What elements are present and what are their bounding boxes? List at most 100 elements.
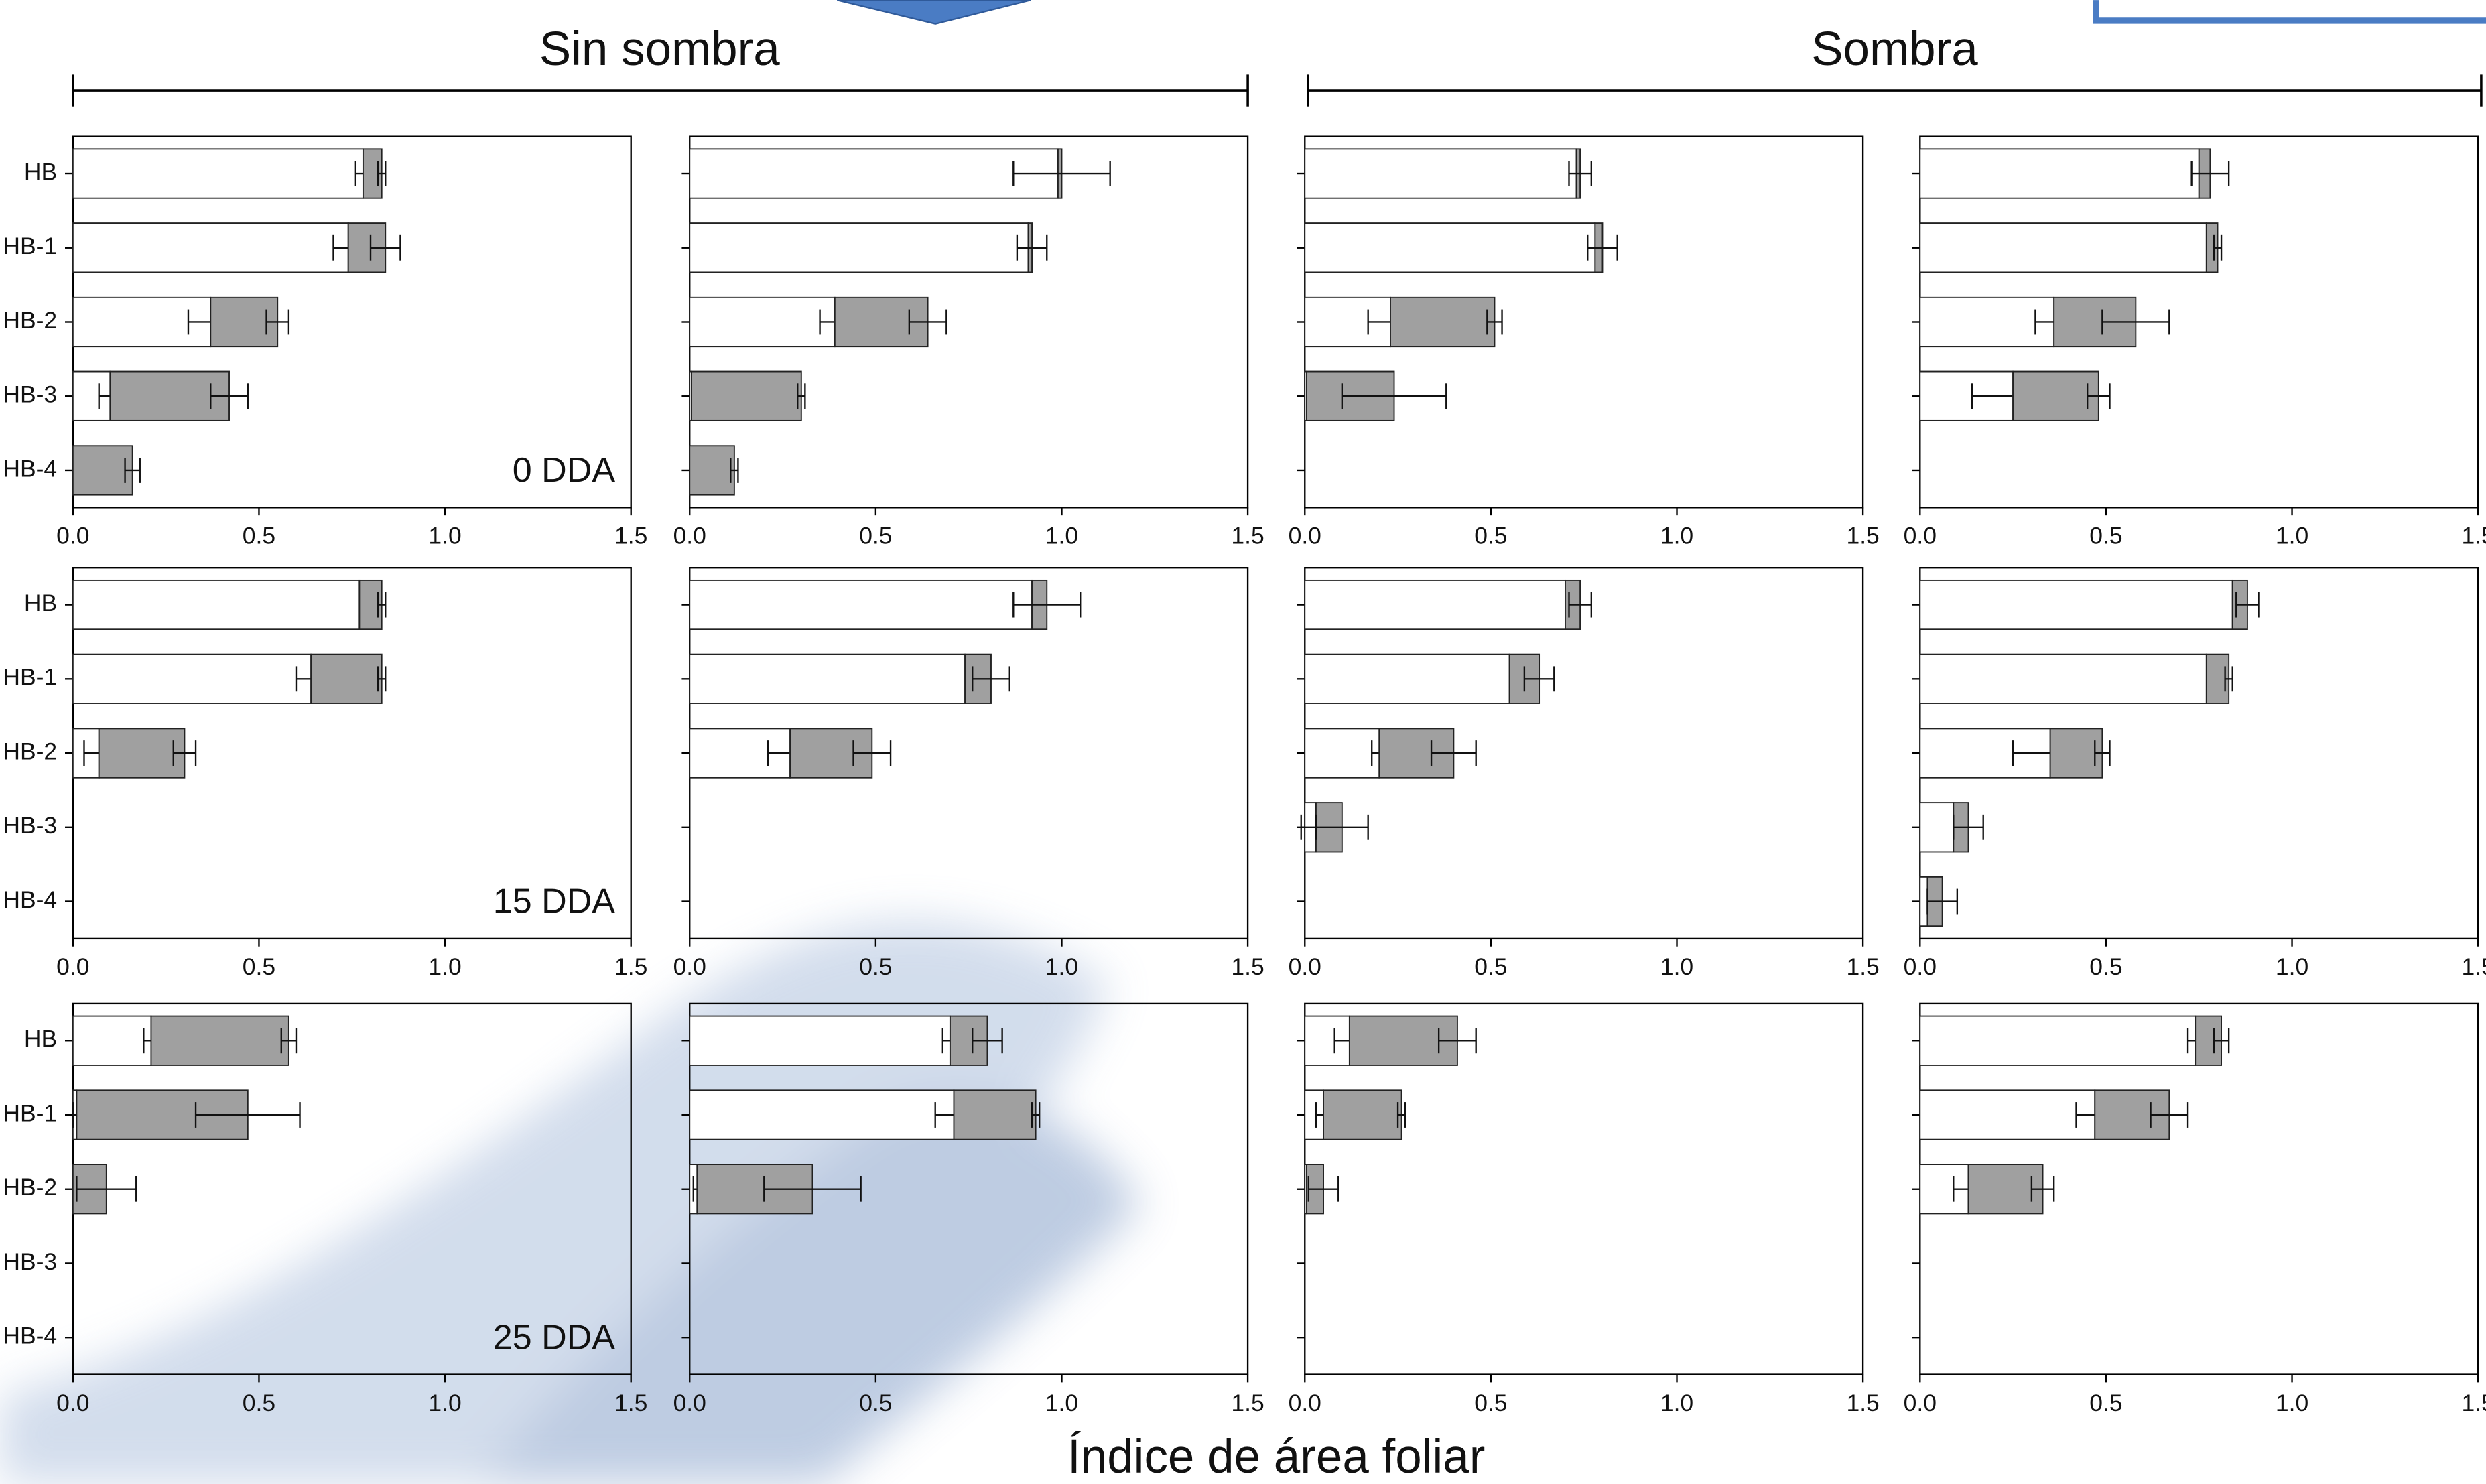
x-tick-label: 1.5: [614, 953, 647, 980]
bar-segment: [690, 580, 1032, 629]
x-tick-label: 1.0: [1660, 523, 1693, 549]
panel-annotation: 25 DDA: [493, 1318, 616, 1357]
x-tick-label: 0.0: [673, 953, 706, 980]
bar-segment: [1920, 877, 1927, 926]
x-tick-label: 1.0: [428, 523, 461, 549]
bar-segment: [1920, 223, 2207, 272]
y-tick-label: HB-2: [3, 738, 57, 764]
x-tick-label: 1.5: [1846, 953, 1879, 980]
watermark: [0, 921, 1142, 1484]
bar-segment: [1390, 297, 1494, 346]
x-tick-label: 0.5: [2089, 523, 2122, 549]
bar-segment: [99, 728, 185, 777]
x-tick-label: 0.0: [56, 1390, 89, 1416]
bar-segment: [1305, 149, 1576, 198]
x-tick-label: 1.5: [1231, 523, 1264, 549]
bar-segment: [1305, 655, 1509, 703]
x-tick-label: 0.5: [859, 523, 892, 549]
x-tick-label: 0.0: [1904, 953, 1937, 980]
bar-segment: [954, 1090, 1035, 1139]
bar-segment: [1920, 1016, 2195, 1065]
bar-segment: [1920, 1090, 2095, 1139]
bar-segment: [1920, 297, 2054, 346]
panel-annotation: 15 DDA: [493, 882, 616, 921]
y-tick-label: HB-2: [3, 307, 57, 334]
x-tick-label: 1.0: [2276, 953, 2308, 980]
x-tick-label: 0.5: [243, 523, 275, 549]
x-tick-label: 0.5: [1474, 953, 1507, 980]
x-tick-label: 1.0: [1660, 1390, 1693, 1416]
bar-segment: [690, 149, 1058, 198]
bar-segment: [1920, 149, 2199, 198]
x-tick-label: 0.0: [1289, 523, 1321, 549]
y-tick-label: HB-3: [3, 381, 57, 408]
y-tick-label: HB: [24, 1026, 57, 1053]
bar-segment: [73, 149, 363, 198]
bar-segment: [690, 297, 835, 346]
figure: Sin sombra Sombra Índice de área foliar …: [0, 0, 2486, 1484]
x-tick-label: 1.5: [2461, 953, 2486, 980]
y-tick-label: HB-3: [3, 1248, 57, 1275]
bar-segment: [690, 1016, 950, 1065]
y-tick-label: HB-4: [3, 455, 57, 482]
x-tick-label: 1.5: [614, 523, 647, 549]
bar-segment: [73, 655, 311, 703]
bar-segment: [73, 580, 360, 629]
x-tick-label: 0.0: [1904, 523, 1937, 549]
x-tick-label: 1.0: [428, 1390, 461, 1416]
x-tick-label: 0.0: [56, 523, 89, 549]
x-tick-label: 0.5: [2089, 1390, 2122, 1416]
bar-segment: [692, 372, 801, 421]
y-tick-label: HB-4: [3, 1323, 57, 1349]
x-tick-label: 1.0: [1045, 953, 1078, 980]
y-tick-label: HB: [24, 158, 57, 185]
x-axis-label: Índice de área foliar: [1067, 1430, 1485, 1483]
arrow-decoration: [837, 0, 1031, 23]
x-tick-label: 1.5: [2461, 523, 2486, 549]
x-tick-label: 0.5: [2089, 953, 2122, 980]
page: {"groups": ["Sin sombra", "Sombra"], "x_…: [0, 0, 2486, 1484]
box-decoration: [2096, 0, 2486, 21]
x-tick-label: 1.0: [1660, 953, 1693, 980]
y-tick-label: HB-3: [3, 812, 57, 839]
bar-segment: [2013, 372, 2099, 421]
x-tick-label: 0.0: [56, 953, 89, 980]
x-tick-label: 0.5: [859, 1390, 892, 1416]
x-tick-label: 0.0: [1904, 1390, 1937, 1416]
bar-segment: [690, 1090, 954, 1139]
x-tick-label: 1.0: [1045, 523, 1078, 549]
bar-segment: [1305, 223, 1595, 272]
x-tick-label: 1.5: [1846, 1390, 1879, 1416]
bar-segment: [311, 655, 381, 703]
x-tick-label: 0.5: [243, 953, 275, 980]
bar-segment: [73, 1016, 151, 1065]
x-tick-label: 0.5: [859, 953, 892, 980]
y-tick-label: HB-2: [3, 1174, 57, 1201]
bar-segment: [151, 1016, 288, 1065]
x-tick-label: 0.0: [1289, 953, 1321, 980]
y-tick-label: HB-1: [3, 1099, 57, 1126]
group-title: Sin sombra: [539, 23, 780, 76]
bar-segment: [1920, 803, 1953, 852]
bar-segment: [690, 446, 734, 494]
bar-segment: [1920, 655, 2207, 703]
x-tick-label: 0.5: [1474, 1390, 1507, 1416]
x-tick-label: 1.0: [1045, 1390, 1078, 1416]
x-tick-label: 0.0: [673, 523, 706, 549]
panel-annotation: 0 DDA: [513, 451, 616, 490]
x-tick-label: 0.0: [1289, 1390, 1321, 1416]
x-tick-label: 1.0: [2276, 1390, 2308, 1416]
bar-segment: [73, 223, 348, 272]
x-tick-label: 1.0: [2276, 523, 2308, 549]
x-tick-label: 1.5: [2461, 1390, 2486, 1416]
x-tick-label: 1.5: [1846, 523, 1879, 549]
y-tick-label: HB: [24, 590, 57, 616]
x-tick-label: 0.5: [243, 1390, 275, 1416]
x-tick-label: 1.0: [428, 953, 461, 980]
x-tick-label: 1.5: [614, 1390, 647, 1416]
x-tick-label: 0.5: [1474, 523, 1507, 549]
x-tick-label: 1.5: [1231, 1390, 1264, 1416]
bar-segment: [1323, 1090, 1402, 1139]
group-title: Sombra: [1811, 23, 1978, 76]
y-tick-label: HB-4: [3, 886, 57, 913]
